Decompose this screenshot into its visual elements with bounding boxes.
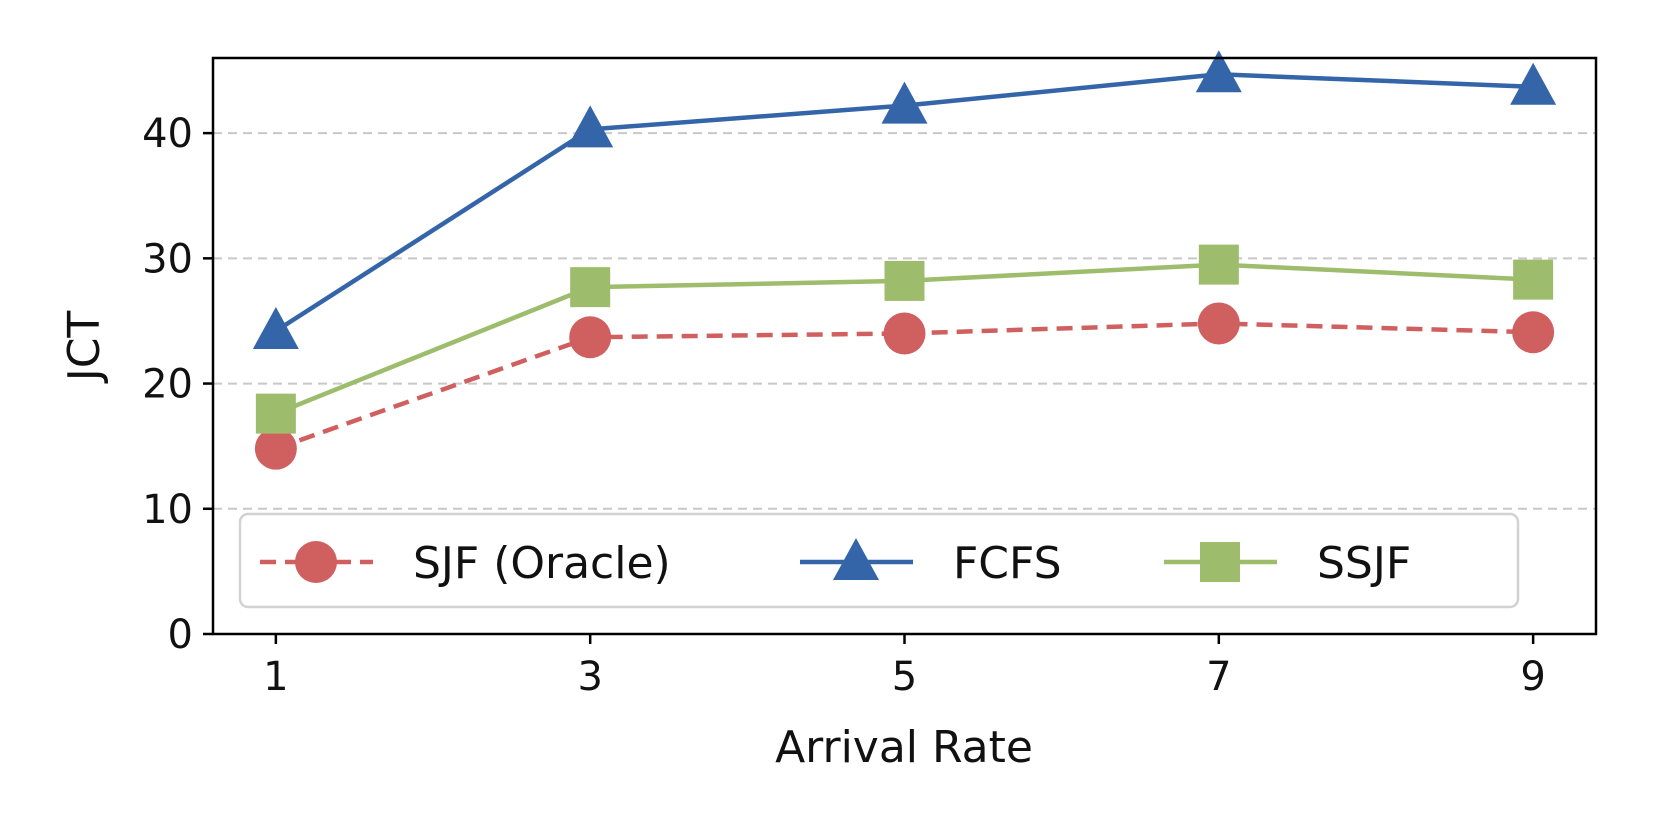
axis-ticks: 0 10 20 30 40 1 3 5 7 9 (142, 111, 1546, 700)
data-point-fcfs (252, 306, 299, 349)
data-point-sjf-oracle (254, 427, 297, 470)
y-tick-label: 10 (142, 487, 193, 533)
legend-marker (295, 541, 337, 583)
legend-label: SJF (Oracle) (413, 538, 671, 589)
data-point-ssjf (1198, 244, 1239, 285)
data-point-sjf-oracle (1197, 302, 1240, 345)
series-layer (252, 50, 1557, 470)
data-point-ssjf (255, 393, 296, 434)
legend-entry-ssjf: SSJF (1164, 538, 1411, 589)
y-tick-label: 0 (168, 612, 193, 658)
x-tick-label: 7 (1206, 654, 1231, 700)
x-axis-label: Arrival Rate (775, 722, 1033, 773)
grid-lines (213, 132, 1596, 510)
data-point-fcfs (1195, 50, 1242, 93)
legend: SJF (Oracle) FCFS SSJF (238, 512, 1520, 609)
data-point-fcfs (567, 105, 614, 148)
x-tick-label: 1 (263, 654, 288, 700)
legend-entry-fcfs: FCFS (800, 538, 1062, 589)
data-point-sjf-oracle (569, 316, 612, 359)
x-tick-label: 9 (1520, 654, 1545, 700)
series-ssjf (255, 244, 1554, 434)
data-point-sjf-oracle (883, 312, 926, 355)
data-point-ssjf (570, 267, 611, 308)
data-point-fcfs (881, 81, 928, 124)
legend-entry-sjf-oracle: SJF (Oracle) (260, 538, 671, 589)
series-sjf-oracle (254, 302, 1555, 470)
y-tick-label: 20 (142, 362, 193, 408)
data-point-ssjf (884, 260, 925, 301)
x-tick-label: 5 (892, 654, 917, 700)
data-point-ssjf (1513, 259, 1554, 300)
y-tick-label: 30 (142, 236, 193, 282)
series-fcfs (252, 50, 1557, 349)
y-axis-label: JCT (59, 311, 110, 385)
y-tick-label: 40 (142, 111, 193, 157)
legend-marker (1200, 542, 1240, 582)
legend-label: FCFS (953, 538, 1062, 589)
legend-label: SSJF (1317, 538, 1411, 589)
x-tick-label: 3 (577, 654, 602, 700)
data-point-fcfs (1510, 62, 1557, 105)
legend-marker (833, 538, 879, 580)
data-point-sjf-oracle (1512, 311, 1555, 354)
